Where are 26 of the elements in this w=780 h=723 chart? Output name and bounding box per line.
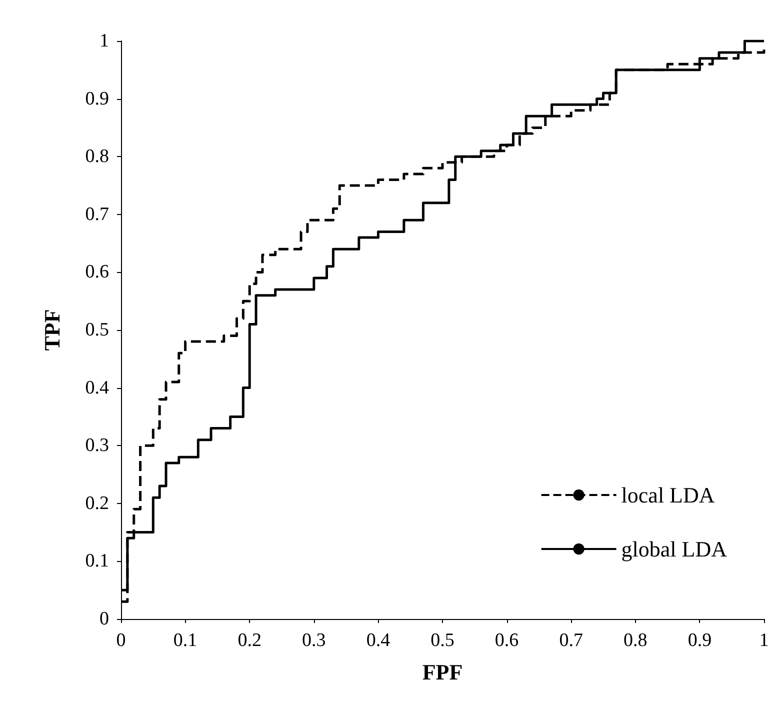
- x-tick-label: 0.4: [366, 630, 391, 651]
- y-tick-label: 0.6: [85, 262, 109, 283]
- x-tick-label: 0.5: [430, 630, 454, 651]
- legend-label: global LDA: [621, 536, 728, 562]
- y-tick-label: 0: [100, 608, 109, 630]
- y-tick-label: 0.9: [85, 88, 109, 110]
- x-tick-label: 0: [116, 630, 126, 651]
- y-tick-label: 1: [100, 30, 109, 52]
- x-axis-title: FPF: [422, 660, 463, 684]
- x-tick-label: 0.3: [302, 630, 326, 651]
- y-tick-label: 0.4: [85, 377, 110, 398]
- x-tick-label: 1: [759, 630, 769, 651]
- y-tick-label: 0.1: [85, 550, 109, 572]
- x-tick-label: 0.7: [559, 630, 583, 651]
- x-tick-label: 0.2: [238, 630, 262, 651]
- y-axis-title: TPF: [40, 309, 64, 351]
- x-tick-label: 0.1: [173, 630, 198, 651]
- y-tick-label: 0.8: [85, 146, 109, 168]
- y-tick-label: 0.5: [85, 320, 109, 340]
- y-tick-label: 0.3: [85, 435, 109, 456]
- legend-label: local LDA: [621, 482, 715, 508]
- x-tick-label: 0.9: [688, 630, 712, 651]
- y-tick-label: 0.7: [85, 204, 109, 225]
- y-tick-label: 0.2: [85, 492, 109, 514]
- x-tick-label: 0.8: [624, 630, 648, 651]
- x-tick-label: 0.6: [494, 630, 519, 651]
